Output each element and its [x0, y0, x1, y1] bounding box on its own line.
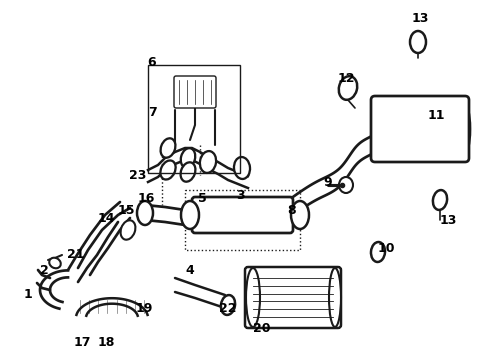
Bar [148, 65, 240, 173]
Ellipse shape [329, 268, 341, 327]
Ellipse shape [200, 151, 216, 173]
Text: 22: 22 [219, 302, 237, 315]
Text: 4: 4 [186, 264, 195, 276]
Text: 8: 8 [288, 203, 296, 216]
Ellipse shape [371, 242, 385, 262]
Ellipse shape [160, 161, 175, 180]
Ellipse shape [339, 76, 357, 100]
Ellipse shape [121, 220, 135, 240]
Ellipse shape [452, 98, 470, 160]
Ellipse shape [433, 190, 447, 210]
Text: 23: 23 [129, 168, 147, 181]
FancyBboxPatch shape [192, 197, 293, 233]
Text: 3: 3 [236, 189, 245, 202]
Ellipse shape [181, 162, 196, 182]
Text: 11: 11 [427, 108, 445, 122]
Ellipse shape [137, 201, 153, 225]
Ellipse shape [181, 201, 199, 229]
Ellipse shape [410, 31, 426, 53]
Ellipse shape [234, 157, 250, 179]
FancyBboxPatch shape [371, 96, 469, 162]
Text: 16: 16 [137, 192, 155, 204]
Text: 18: 18 [98, 336, 115, 348]
Ellipse shape [291, 201, 309, 229]
Text: 17: 17 [73, 336, 91, 348]
Text: 14: 14 [97, 212, 115, 225]
Text: 7: 7 [147, 105, 156, 118]
Text: 5: 5 [197, 192, 206, 204]
Text: 2: 2 [40, 264, 49, 276]
Ellipse shape [181, 148, 195, 168]
Ellipse shape [221, 295, 235, 315]
Text: 9: 9 [324, 176, 332, 189]
Ellipse shape [49, 258, 61, 268]
Text: 15: 15 [117, 203, 135, 216]
Text: 19: 19 [135, 302, 153, 315]
Ellipse shape [339, 177, 353, 193]
Ellipse shape [161, 138, 175, 158]
Ellipse shape [374, 98, 392, 160]
Text: 13: 13 [411, 12, 429, 24]
Ellipse shape [246, 268, 260, 327]
Text: 12: 12 [337, 72, 355, 85]
Text: 1: 1 [24, 288, 32, 302]
Text: 21: 21 [67, 248, 85, 261]
Text: 13: 13 [440, 213, 457, 226]
Text: 10: 10 [377, 242, 395, 255]
Text: 6: 6 [147, 55, 156, 68]
FancyBboxPatch shape [245, 267, 341, 328]
Text: 20: 20 [253, 321, 271, 334]
FancyBboxPatch shape [174, 76, 216, 108]
